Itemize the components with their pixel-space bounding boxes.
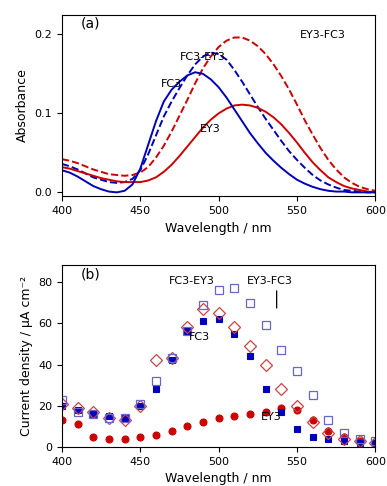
Y-axis label: Absorbance: Absorbance — [16, 69, 29, 142]
Text: EY3-FC3: EY3-FC3 — [247, 276, 293, 286]
Text: FC3-EY3: FC3-EY3 — [168, 276, 214, 286]
Text: FC3: FC3 — [161, 79, 182, 89]
X-axis label: Wavelength / nm: Wavelength / nm — [165, 472, 272, 486]
Y-axis label: Current density / μA cm⁻²: Current density / μA cm⁻² — [19, 276, 33, 436]
Text: EY3: EY3 — [261, 412, 282, 422]
Text: (a): (a) — [81, 17, 100, 30]
Text: EY3-FC3: EY3-FC3 — [300, 30, 346, 40]
Text: (b): (b) — [81, 267, 101, 281]
X-axis label: Wavelength / nm: Wavelength / nm — [165, 222, 272, 235]
Text: FC3-EY3: FC3-EY3 — [180, 52, 225, 62]
Text: EY3: EY3 — [200, 124, 221, 134]
Text: FC3: FC3 — [189, 332, 210, 342]
